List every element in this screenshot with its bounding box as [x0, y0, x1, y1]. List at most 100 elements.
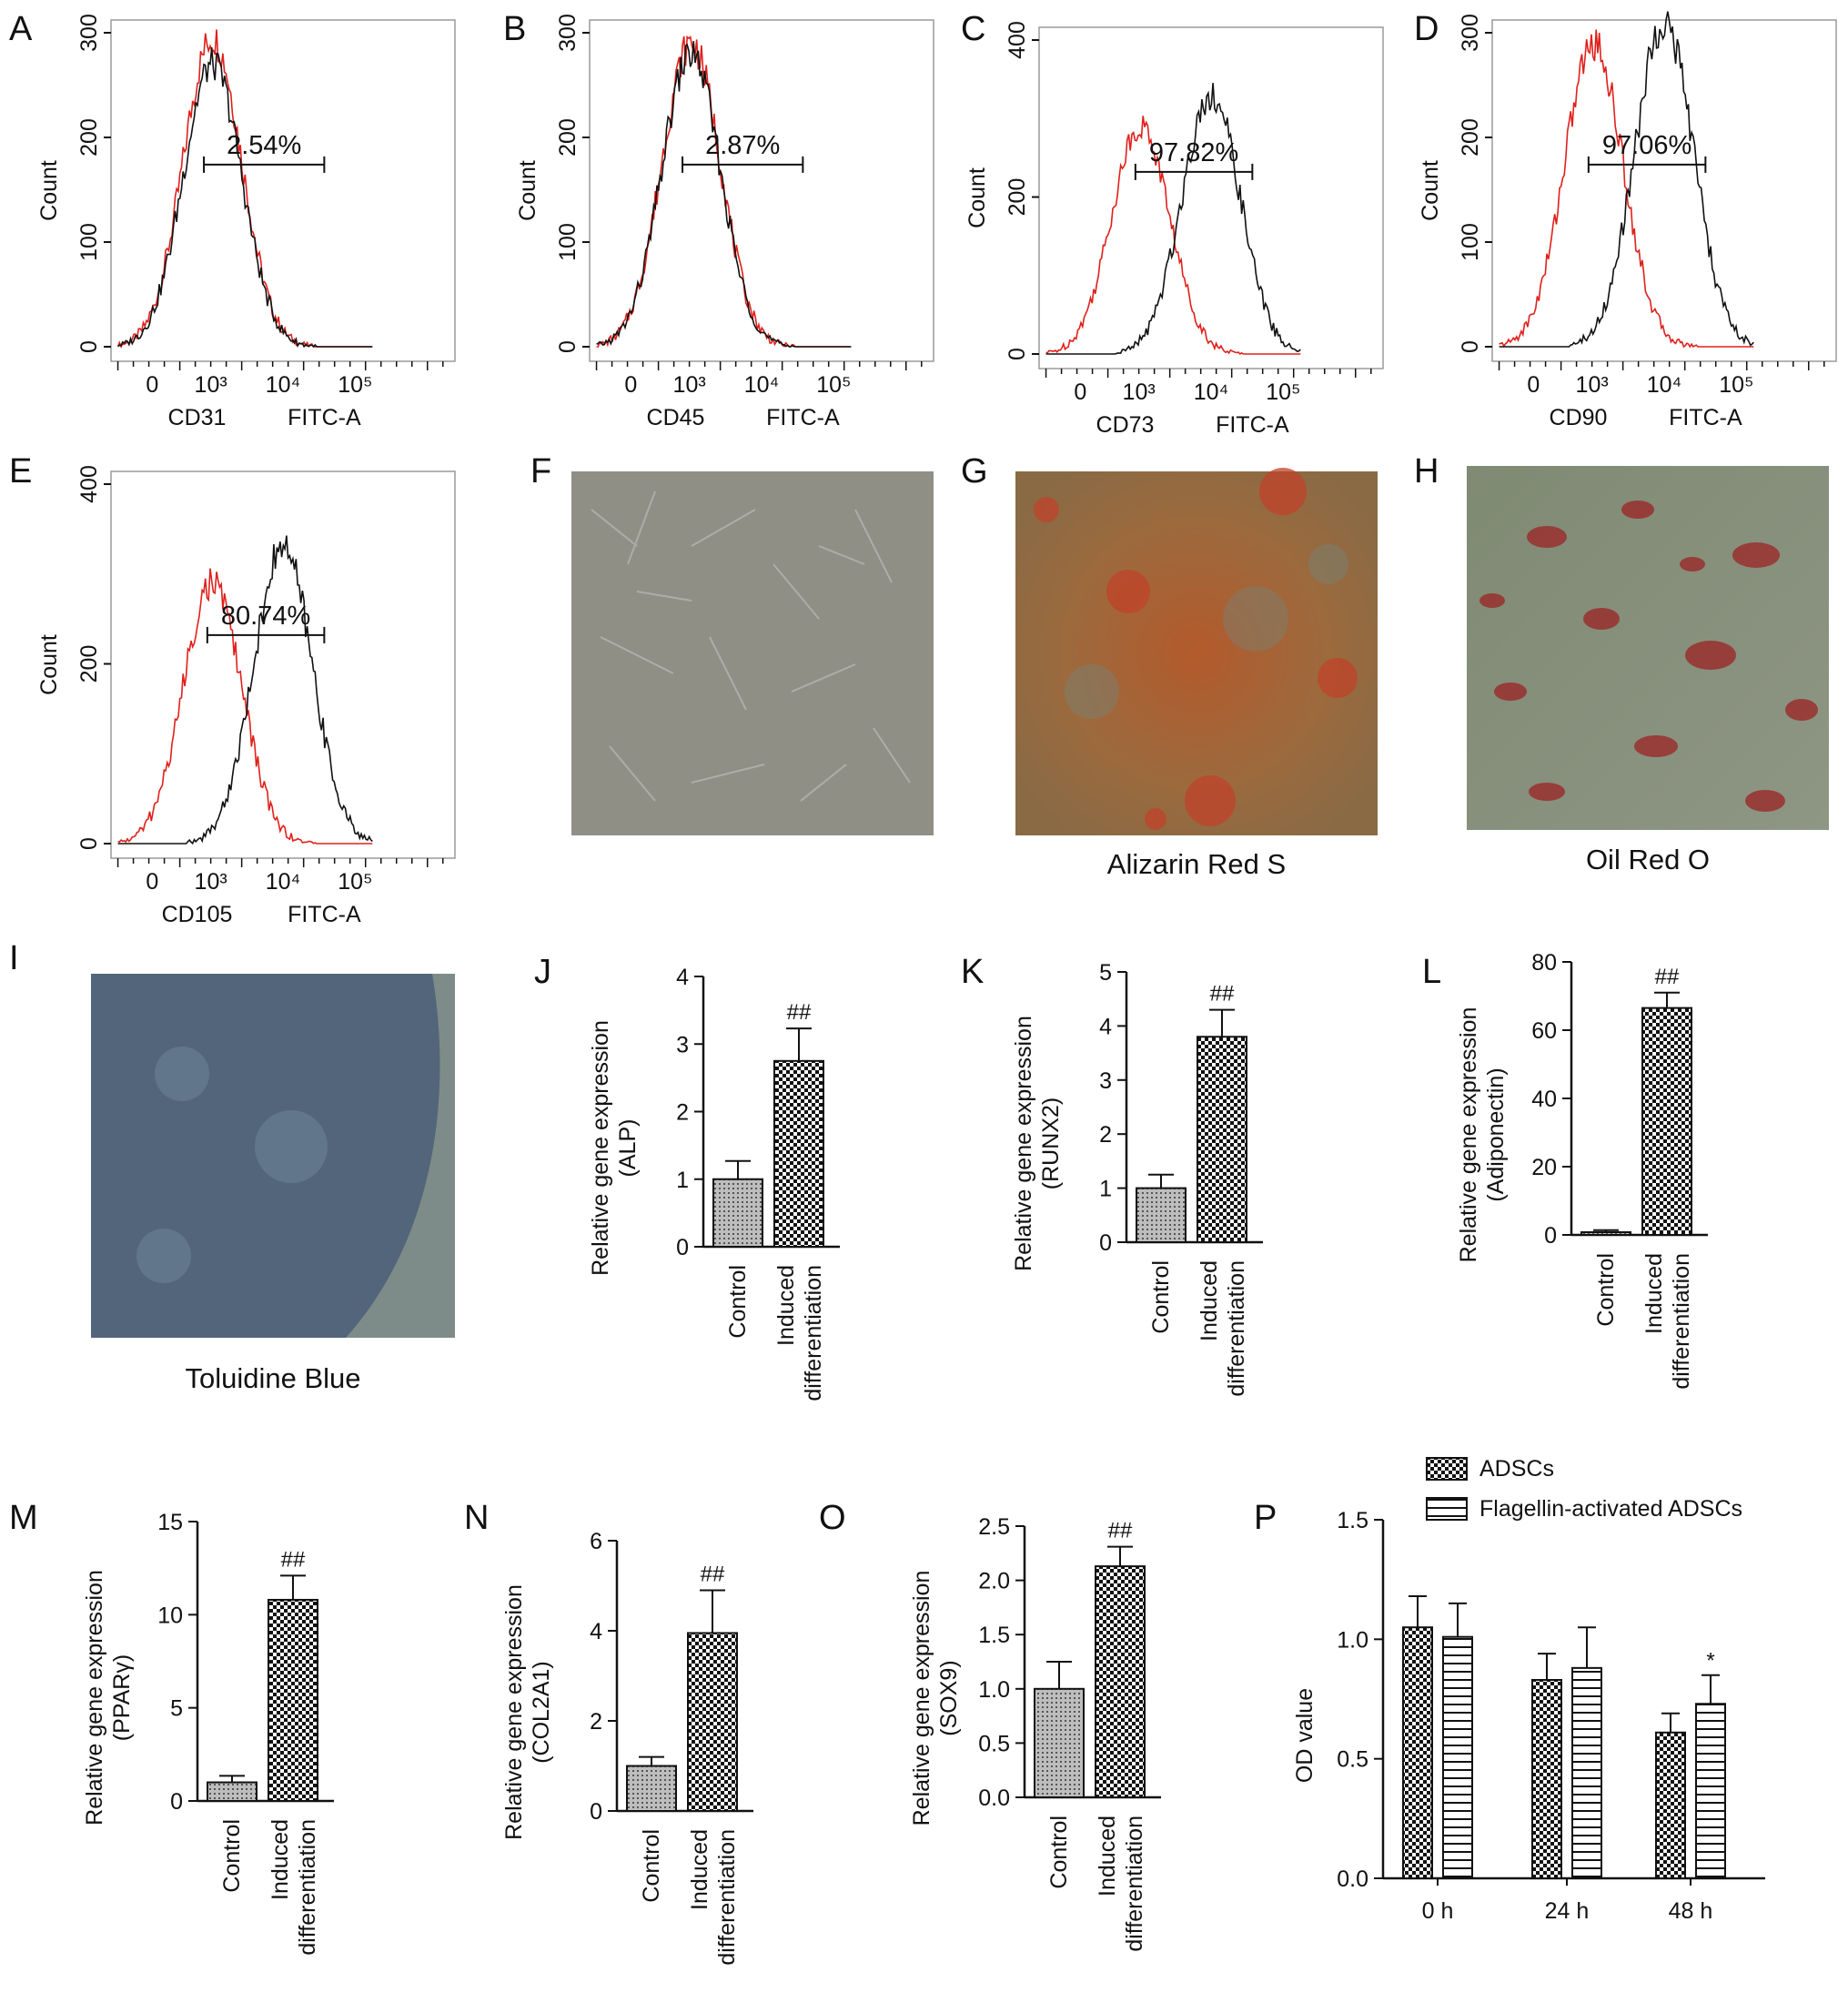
plot-frame	[589, 19, 934, 362]
category-label: 48 h	[1669, 1898, 1713, 1924]
y-axis-label: Count	[515, 160, 540, 221]
x-tick-label: 10³	[1576, 372, 1609, 398]
bar-control	[1580, 1231, 1631, 1236]
bar-chart-k: 0 1 2 3 4 5 ## Control Induced differentiation Rel…	[1011, 960, 1263, 1397]
caption-h: Oil Red O	[1586, 844, 1710, 875]
y-tick-label: 0	[170, 1789, 183, 1815]
category-label-control: Control	[1046, 1816, 1072, 1889]
y-tick-label: 5	[1099, 960, 1112, 986]
x-tick-label: 10³	[1123, 379, 1156, 405]
bar-induced	[1197, 1036, 1247, 1244]
y-tick-label: 15	[157, 1510, 183, 1535]
category-label-control: Control	[639, 1829, 664, 1903]
y-tick-label: 6	[590, 1529, 602, 1554]
plot-frame	[110, 470, 456, 859]
panel-letter-o: O	[819, 1499, 846, 1537]
y-tick-label: 0.0	[1337, 1866, 1368, 1892]
x-axis-channel-label: FITC-A	[288, 405, 361, 430]
category-label: 24 h	[1545, 1898, 1590, 1924]
y-axis-label-line1: Relative gene expression	[1011, 1016, 1036, 1271]
histogram-control	[1499, 29, 1754, 349]
panel-letter-h: H	[1414, 452, 1439, 491]
histogram-marker	[1045, 83, 1301, 355]
category-label-induced-line2: differentiation	[1224, 1260, 1249, 1397]
y-axis-label-line1: Relative gene expression	[588, 1020, 613, 1276]
significance-marker: ##	[281, 1547, 306, 1572]
y-tick-label: 1.5	[1337, 1508, 1368, 1533]
y-tick-label: 1.5	[978, 1623, 1010, 1648]
y-tick-label: 4	[590, 1619, 602, 1644]
y-tick-label: 200	[555, 118, 581, 157]
significance-marker: ##	[1210, 982, 1235, 1006]
x-tick-label: 10⁵	[1719, 372, 1753, 398]
histogram-marker	[117, 535, 373, 845]
bar-chart-l: 0 20 40 60 80 ## Control Induced differentiation…	[1456, 950, 1708, 1390]
y-axis-label-line2: (COL2A1)	[529, 1661, 554, 1764]
y-tick-label: 300	[76, 14, 102, 52]
y-tick-label: 200	[76, 645, 102, 683]
bar-control	[1034, 1687, 1085, 1799]
bar-induced	[1095, 1565, 1146, 1798]
category-label-induced-line2: differentiation	[295, 1819, 320, 1956]
bar-chart-o: 0.0 0.5 1.0 1.5 2.0 2.5 ## Control Induced differ…	[909, 1514, 1161, 1952]
panel-letter-d: D	[1414, 10, 1439, 48]
panel-letter-i: I	[9, 939, 19, 977]
y-tick-label: 2	[676, 1100, 689, 1126]
bar-chart-j: 0 1 2 3 4 ## Control Induced differentiation Rela…	[588, 965, 840, 1401]
y-axis-label-line2: (ALP)	[615, 1119, 641, 1178]
y-tick-label: 200	[1005, 178, 1030, 217]
panel-letter-g: G	[961, 452, 988, 491]
y-axis-label: OD value	[1292, 1688, 1318, 1783]
y-tick-label: 40	[1531, 1087, 1557, 1112]
panel-letter-l: L	[1422, 953, 1441, 991]
caption-g: Alizarin Red S	[1107, 848, 1286, 880]
y-axis-label-line1: Relative gene expression	[82, 1570, 107, 1826]
bar-induced	[773, 1059, 824, 1248]
y-tick-label: 0	[1458, 340, 1483, 353]
flow-histogram-b: 0 100 200 300 0 10³ 10⁴ 10⁵ Count CD45 FITC-A 2.87%	[515, 14, 934, 430]
x-axis-marker-label: CD73	[1096, 412, 1155, 438]
panel-letter-n: N	[464, 1499, 489, 1537]
panel-letter-e: E	[9, 452, 32, 491]
bar-adscs	[1402, 1626, 1433, 1879]
y-tick-label: 10	[157, 1603, 183, 1628]
y-tick-label: 0.5	[978, 1731, 1010, 1756]
y-tick-label: 1	[676, 1168, 689, 1193]
plot-frame	[1491, 19, 1837, 362]
bar-control	[207, 1781, 258, 1802]
caption-i: Toluidine Blue	[185, 1362, 360, 1394]
bar-induced	[1641, 1006, 1692, 1236]
legend-label: Flagellin-activated ADSCs	[1479, 1496, 1742, 1522]
bar-control	[712, 1178, 763, 1248]
y-axis-label: Count	[1418, 160, 1443, 221]
y-tick-label: 1	[1099, 1177, 1112, 1202]
bar-flagellin-activated	[1695, 1703, 1726, 1879]
panel-letter-c: C	[961, 10, 985, 48]
y-tick-label: 0	[676, 1235, 689, 1260]
bar-adscs	[1655, 1731, 1686, 1879]
panel-letter-p: P	[1254, 1499, 1277, 1537]
panel-letter-m: M	[9, 1499, 38, 1537]
y-tick-label: 1.0	[978, 1677, 1010, 1703]
gate-percentage: 97.82%	[1149, 138, 1238, 167]
y-tick-label: 300	[1458, 14, 1483, 52]
micrograph-f	[571, 471, 934, 835]
x-axis-marker-label: CD31	[168, 405, 227, 430]
y-tick-label: 2	[590, 1709, 602, 1735]
histogram-marker	[596, 41, 852, 348]
y-tick-label: 100	[76, 223, 102, 261]
x-axis-channel-label: FITC-A	[1216, 412, 1289, 438]
category-label-induced-line1: Induced	[687, 1829, 712, 1910]
y-tick-label: 80	[1531, 950, 1557, 976]
y-tick-label: 200	[1458, 118, 1483, 157]
category-label-induced-line1: Induced	[1197, 1260, 1222, 1341]
x-tick-label: 10⁴	[744, 372, 780, 398]
x-tick-label: 10⁴	[266, 869, 301, 895]
x-tick-label: 0	[624, 372, 637, 398]
y-tick-label: 100	[555, 223, 581, 261]
bar-chart-p: 0.0 0.5 1.0 1.5 OD value 0 h 24 h 48 h * ADSCs Fla…	[1292, 1456, 1765, 1924]
significance-marker: ##	[1655, 965, 1680, 989]
histogram-marker	[117, 46, 373, 349]
micrograph-g	[1015, 468, 1378, 835]
y-tick-label: 0.5	[1337, 1747, 1368, 1773]
